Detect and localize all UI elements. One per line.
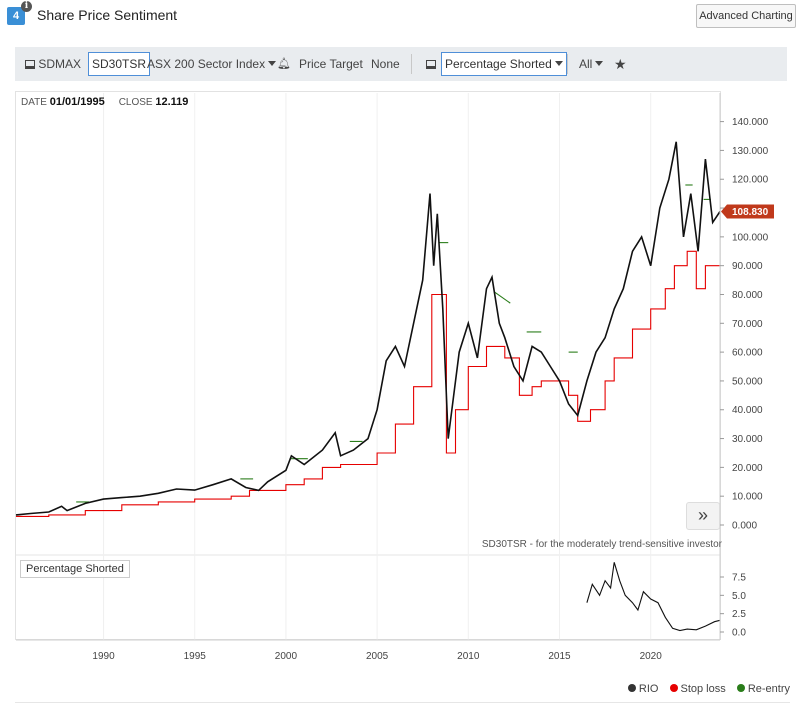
y-tick-label: 10.000 bbox=[732, 492, 763, 503]
y-tick-label: 80.000 bbox=[732, 290, 763, 301]
info-icon[interactable]: i bbox=[21, 1, 32, 12]
last-price-label: 108.830 bbox=[732, 207, 769, 218]
crosshair-readout: DATE 01/01/1995 CLOSE 12.119 bbox=[21, 96, 188, 108]
x-tick-label: 1995 bbox=[184, 651, 207, 662]
x-tick-label: 2015 bbox=[548, 651, 571, 662]
y-tick-label: 0.000 bbox=[732, 521, 757, 532]
sub-y-tick-label: 5.0 bbox=[732, 591, 746, 602]
price-target-label: Price Target bbox=[299, 57, 363, 71]
indicator-select-label: Percentage Shorted bbox=[445, 57, 552, 71]
indicator-pane-label: Percentage Shorted bbox=[20, 560, 130, 578]
date-label: DATE bbox=[21, 97, 47, 108]
stop-loss-line bbox=[16, 250, 720, 517]
ticker-label: SDMAX bbox=[38, 57, 82, 71]
y-tick-label: 120.000 bbox=[732, 175, 769, 186]
range-select[interactable]: All bbox=[579, 47, 604, 81]
y-tick-label: 60.000 bbox=[732, 348, 763, 359]
strategy-select[interactable]: SD30TSR bbox=[88, 52, 151, 76]
chart-lines bbox=[15, 141, 721, 632]
sub-y-tick-label: 2.5 bbox=[732, 609, 746, 620]
widget-header: 4 i Share Price Sentiment Advanced Chart… bbox=[0, 0, 799, 32]
date-value: 01/01/1995 bbox=[49, 96, 105, 108]
toolbar-divider bbox=[411, 54, 412, 74]
widget-title: Share Price Sentiment bbox=[37, 7, 178, 23]
re-entry-segment bbox=[493, 291, 511, 304]
chevron-down-icon bbox=[554, 61, 563, 66]
scroll-to-latest-button[interactable]: » bbox=[686, 502, 720, 530]
chevron-down-icon bbox=[268, 61, 277, 66]
chart-axes: 1990 1995 2000 2005 2010 2015 2020 0.000 10.000 2… bbox=[16, 93, 774, 662]
sub-y-tick-label: 0.0 bbox=[732, 628, 746, 639]
y-tick-label: 30.000 bbox=[732, 434, 763, 445]
x-tick-label: 2010 bbox=[457, 651, 480, 662]
ticker-select[interactable]: SDMAX bbox=[25, 47, 81, 81]
widget-number-badge: 4 bbox=[7, 7, 25, 25]
strategy-footnote: SD30TSR - for the moderately trend-sensi… bbox=[481, 539, 722, 550]
legend-dot-rio bbox=[627, 684, 636, 692]
last-price-tag bbox=[721, 204, 774, 219]
close-value: 12.119 bbox=[155, 96, 189, 108]
chevron-down-icon bbox=[595, 61, 604, 66]
index-select-label: ASX 200 Sector Index bbox=[147, 57, 266, 71]
x-tick-label: 2000 bbox=[275, 651, 298, 662]
legend-label-rio[interactable]: RIO bbox=[638, 683, 659, 695]
indicator-select[interactable]: Percentage Shorted bbox=[441, 52, 567, 76]
sub-y-tick-label: 7.5 bbox=[732, 573, 746, 584]
y-tick-label: 100.000 bbox=[732, 232, 769, 243]
bell-icon[interactable]: 🔔︎ bbox=[277, 58, 291, 70]
chart-legend: RIO Stop loss Re-entry bbox=[600, 683, 790, 695]
x-tick-label: 1990 bbox=[92, 651, 115, 662]
toolbar-divider bbox=[567, 54, 568, 74]
legend-dot-stop-loss bbox=[669, 684, 678, 692]
chart-grid bbox=[16, 93, 720, 640]
chart-toolbar: SDMAX SD30TSR ASX 200 Sector Index 🔔︎ Pr… bbox=[15, 47, 787, 81]
rio-price-line bbox=[15, 141, 721, 516]
y-tick-label: 40.000 bbox=[732, 405, 763, 416]
x-tick-label: 2020 bbox=[640, 651, 663, 662]
star-icon[interactable]: ★ bbox=[614, 56, 627, 72]
legend-label-re-entry[interactable]: Re-entry bbox=[747, 683, 790, 695]
legend-label-stop-loss[interactable]: Stop loss bbox=[680, 683, 726, 695]
indicator-pane-icon bbox=[426, 47, 436, 81]
y-tick-label: 130.000 bbox=[732, 146, 769, 157]
close-label: CLOSE bbox=[118, 97, 153, 108]
advanced-charting-button[interactable]: Advanced Charting bbox=[696, 4, 796, 28]
footer-divider bbox=[15, 702, 790, 703]
y-tick-label: 70.000 bbox=[732, 319, 763, 330]
price-target-value[interactable]: None bbox=[371, 57, 400, 71]
percentage-shorted-line bbox=[586, 562, 721, 632]
y-tick-label: 140.000 bbox=[732, 117, 769, 128]
y-tick-label: 20.000 bbox=[732, 463, 763, 474]
y-tick-label: 90.000 bbox=[732, 261, 763, 272]
x-tick-label: 2005 bbox=[366, 651, 389, 662]
y-tick-label: 50.000 bbox=[732, 376, 763, 387]
chart-type-icon bbox=[25, 60, 35, 69]
index-select[interactable]: ASX 200 Sector Index bbox=[147, 47, 277, 81]
legend-dot-re-entry bbox=[736, 684, 745, 692]
range-select-label: All bbox=[579, 57, 593, 71]
